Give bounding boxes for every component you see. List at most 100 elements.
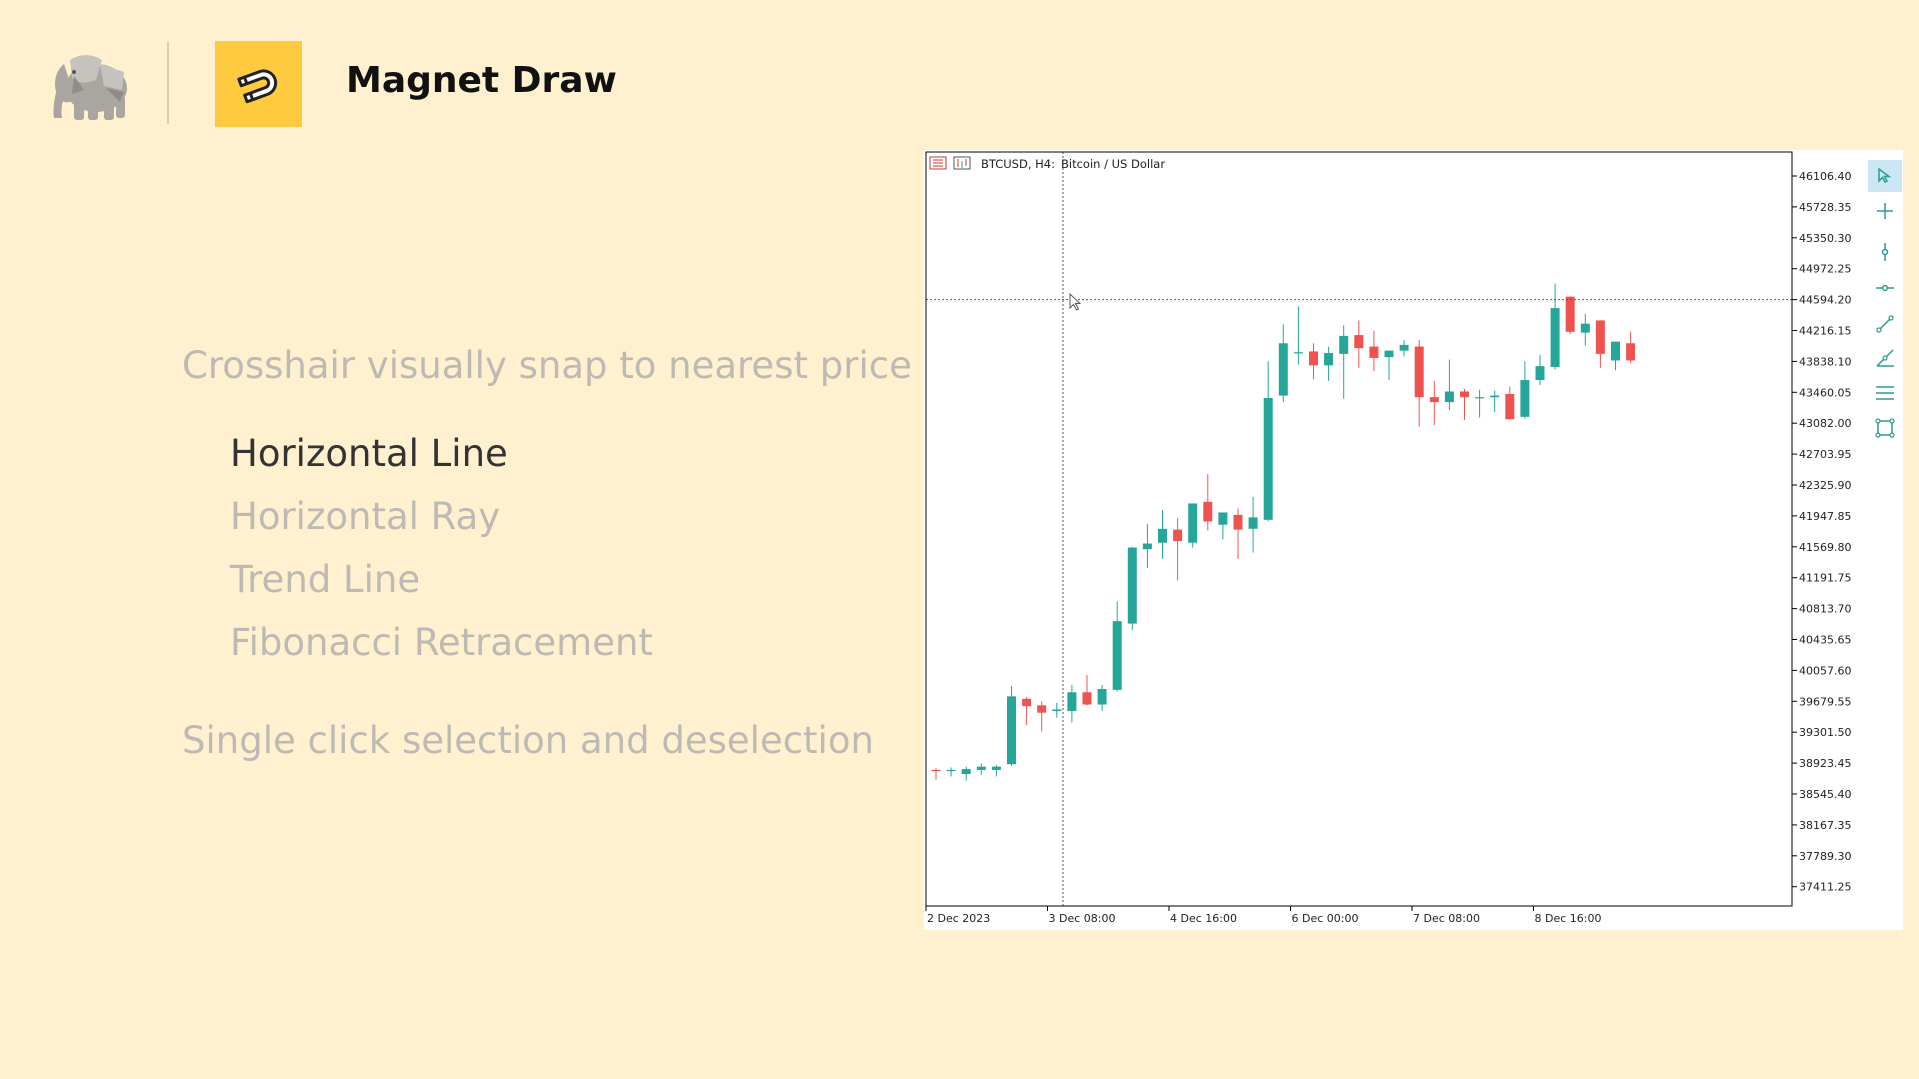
chart-symbol-label: BTCUSD, H4: [981,157,1055,171]
candle [1233,508,1243,560]
candle [1218,512,1228,540]
fibonacci-lines-icon [1876,386,1894,400]
candle [1263,361,1273,522]
candle [1550,283,1560,370]
price-label: 38545.40 [1799,788,1852,801]
candle [1293,306,1303,365]
price-label: 44216.15 [1799,325,1852,338]
price-label: 44594.20 [1799,294,1852,307]
horizontal-line-icon [1876,284,1894,292]
candle [1399,339,1409,357]
candle [1173,518,1183,581]
candle [1520,361,1530,419]
candle [946,767,956,777]
cursor-tool-button[interactable] [1868,160,1902,192]
price-label: 39301.50 [1799,726,1852,739]
candle [1490,390,1500,412]
price-label: 37789.30 [1799,850,1852,863]
magnet-app-icon [215,41,302,127]
trend-line-icon [1876,315,1894,333]
feature-item-fibonacci-retracement: Fibonacci Retracement [230,621,653,664]
angle-line-tool-button[interactable] [1868,342,1902,374]
angle-line-icon [1876,349,1894,367]
time-label: 8 Dec 16:00 [1535,912,1602,925]
chart-header: BTCUSD, H4: Bitcoin / US Dollar [929,156,1165,171]
candle [1097,684,1107,712]
candlestick-chart[interactable]: 46106.40 45728.35 45350.30 44972.25 44594.20… [924,150,1903,930]
time-label: 6 Dec 00:00 [1292,912,1359,925]
candle [1535,354,1545,385]
price-label: 40057.60 [1799,664,1852,677]
trend-line-tool-button[interactable] [1868,308,1902,340]
candle [1158,510,1167,560]
elephant-logo-icon [53,55,127,120]
selection-feature-heading: Single click selection and deselection [182,719,874,762]
rectangle-tool-button[interactable] [1868,412,1902,444]
price-label: 43460.05 [1799,386,1852,399]
candle [1248,496,1258,553]
snap-feature-heading: Crosshair visually snap to nearest price [182,344,912,387]
candle [976,763,986,775]
candle [1082,675,1092,706]
candle [931,768,941,780]
fibonacci-tool-button[interactable] [1868,377,1902,409]
candle [1444,359,1454,411]
horizontal-line-tool-button[interactable] [1868,272,1902,304]
price-label: 41947.85 [1799,510,1852,523]
candle [1460,389,1469,421]
chart-description: Bitcoin / US Dollar [1061,157,1165,171]
candle [1429,380,1439,425]
vertical-line-icon [1881,243,1889,261]
price-label: 45728.35 [1799,201,1852,214]
candle [991,765,1001,777]
candle [1052,702,1062,718]
candle [1127,546,1137,631]
price-label: 43838.10 [1799,355,1852,368]
time-label: 7 Dec 08:00 [1413,912,1480,925]
price-label: 43082.00 [1799,417,1852,430]
candle [1203,474,1213,531]
candle [1475,389,1485,418]
price-label: 42703.95 [1799,448,1852,461]
candle [1580,313,1590,346]
candle [1188,503,1198,548]
price-label: 41569.80 [1799,541,1852,554]
candle [1595,320,1605,368]
plot-frame [925,151,1793,907]
candle [1626,331,1636,363]
header-divider [167,42,169,124]
price-label: 44972.25 [1799,263,1852,276]
candle [1339,325,1349,399]
candle [1022,697,1032,725]
price-label: 46106.40 [1799,170,1852,183]
chart-bars-icon [953,156,971,170]
candle [1565,296,1575,335]
crosshair-icon [1877,203,1893,219]
mouse-cursor-icon [1069,292,1082,311]
chart-list-icon [929,156,947,170]
candle [1067,684,1077,723]
candle [1278,324,1288,403]
candle [1309,343,1318,380]
price-label: 45350.30 [1799,232,1852,245]
candle [1414,339,1424,427]
candle [1324,346,1334,381]
feature-item-horizontal-line: Horizontal Line [230,432,508,475]
price-label: 41191.75 [1799,572,1852,585]
candle [1354,320,1364,368]
candle [1611,341,1620,371]
magnet-icon [237,69,278,104]
candle [1007,685,1016,766]
candle [1142,523,1152,569]
cursor-icon [1878,167,1892,183]
time-label: 4 Dec 16:00 [1170,912,1237,925]
candle [1384,350,1394,381]
candle [1505,386,1515,420]
vertical-line-tool-button[interactable] [1868,236,1902,268]
crosshair-tool-button[interactable] [1868,195,1902,227]
svg-text:BTCUSD, H4:Bitcoin / US Dollar: BTCUSD, H4: Bitcoin / US Dollar [981,157,1165,171]
rectangle-icon [1875,418,1895,438]
price-label: 38167.35 [1799,819,1852,832]
feature-item-horizontal-ray: Horizontal Ray [230,495,501,538]
price-label: 40435.65 [1799,634,1852,647]
